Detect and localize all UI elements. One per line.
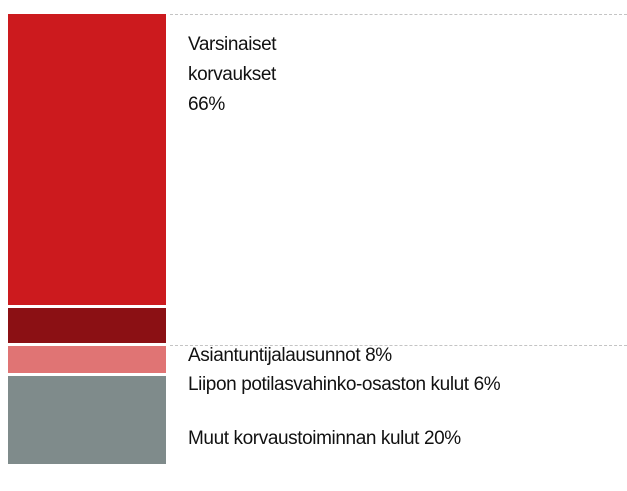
segment-name: Asiantuntijalausunnot	[188, 345, 361, 366]
segment-value: 6%	[473, 374, 501, 395]
bar-segment	[8, 308, 166, 344]
bar-segment	[8, 14, 166, 306]
segment-label: Asiantuntijalausunnot 8%	[188, 342, 392, 370]
segment-label: Muut korvaustoiminnan kulut 20%	[188, 425, 461, 453]
segment-value: 20%	[423, 428, 461, 449]
guide-line	[170, 14, 627, 15]
bar-segment	[8, 346, 166, 373]
guide-line	[170, 345, 627, 346]
segment-name: Varsinaiset korvaukset	[188, 34, 277, 85]
bar-segment	[8, 375, 166, 464]
segment-name: Muut korvaustoiminnan kulut	[188, 428, 420, 449]
segment-label: Liipon potilasvahinko-osaston kulut 6%	[188, 371, 501, 399]
segment-name: Liipon potilasvahinko-osaston kulut	[188, 374, 469, 395]
segment-label: Varsinaiset korvaukset 66%	[188, 30, 338, 120]
segment-value: 8%	[365, 345, 392, 366]
segment-value: 66%	[188, 94, 225, 115]
